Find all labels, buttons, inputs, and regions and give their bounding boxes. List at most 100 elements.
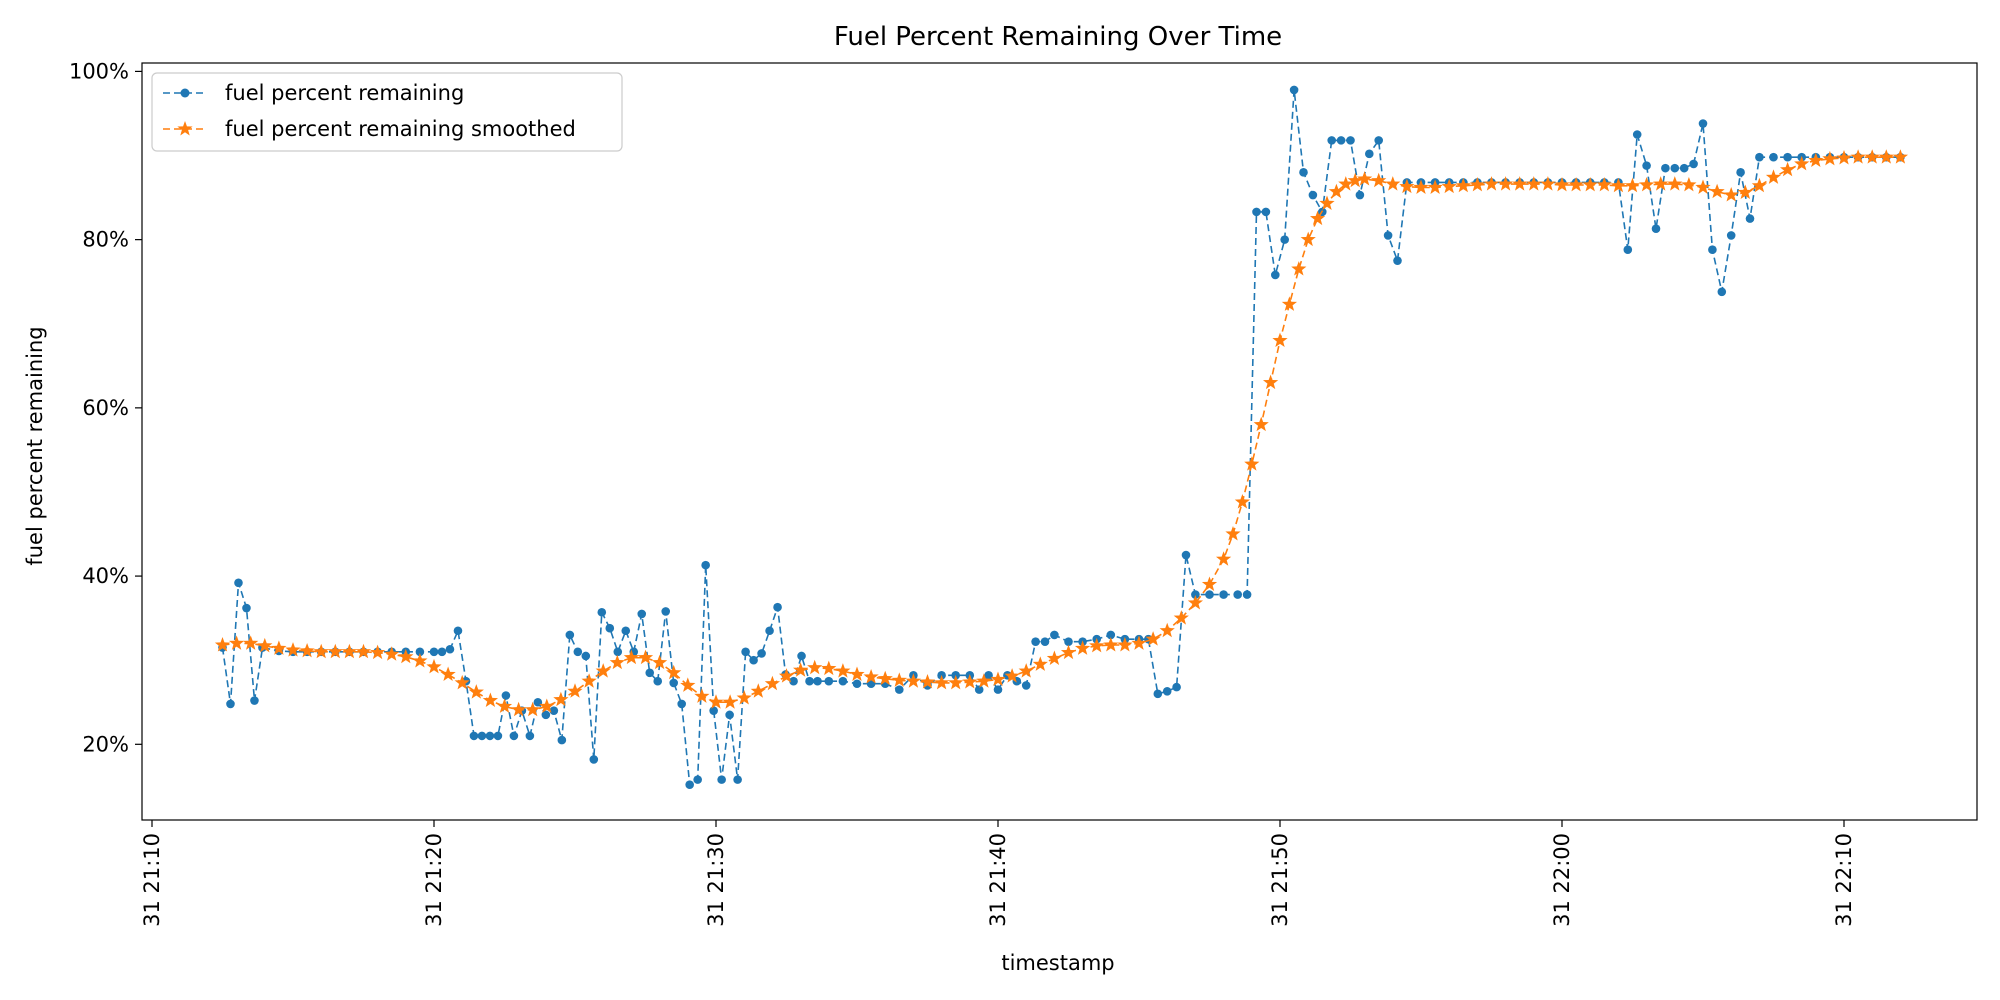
data-point <box>974 685 984 694</box>
data-point <box>1004 668 1020 683</box>
data-point <box>1032 656 1048 671</box>
data-point <box>852 679 862 689</box>
data-point <box>384 646 400 661</box>
data-point <box>984 671 993 680</box>
data-point <box>1046 650 1063 665</box>
data-point <box>234 578 243 588</box>
data-point <box>1723 187 1739 202</box>
data-point <box>493 731 503 741</box>
data-point <box>313 643 329 659</box>
data-point <box>1021 681 1031 690</box>
data-point <box>764 675 781 691</box>
data-point <box>214 637 231 652</box>
data-point <box>1365 149 1374 159</box>
data-point <box>1327 136 1336 145</box>
data-point <box>437 647 447 657</box>
series-line-smoothed <box>222 156 1901 711</box>
data-point <box>1765 169 1782 184</box>
data-point <box>993 685 1003 694</box>
legend-label-raw: fuel percent remaining <box>225 81 464 105</box>
data-point <box>1242 590 1252 599</box>
data-point <box>708 694 724 709</box>
data-point <box>557 735 567 745</box>
data-point <box>581 651 591 661</box>
data-point <box>733 775 742 784</box>
data-point <box>581 673 597 688</box>
data-point <box>1060 644 1077 660</box>
data-point <box>539 698 555 713</box>
data-point <box>765 626 774 636</box>
x-tick-label: 31 21:10 <box>140 833 164 927</box>
data-point <box>1244 456 1260 471</box>
data-point <box>1262 374 1279 390</box>
data-point <box>1737 184 1753 199</box>
data-point <box>778 668 795 683</box>
data-point <box>453 626 463 636</box>
data-point <box>1162 687 1172 696</box>
data-point <box>1653 176 1669 191</box>
data-point <box>1181 550 1191 560</box>
data-point <box>1153 689 1163 699</box>
data-point <box>1308 190 1318 200</box>
data-point <box>1356 171 1373 186</box>
data-point <box>1745 214 1755 223</box>
data-point <box>510 701 527 717</box>
data-point <box>496 698 513 713</box>
data-point <box>1089 637 1105 653</box>
data-point <box>1309 210 1326 226</box>
plot-frame <box>141 62 1978 821</box>
chart-title: Fuel Percent Remaining Over Time <box>834 22 1282 52</box>
data-point <box>1709 183 1725 199</box>
plot-area <box>141 62 1978 821</box>
data-point <box>661 607 671 616</box>
data-point <box>1064 637 1073 646</box>
data-point <box>645 668 655 678</box>
data-point <box>1187 594 1204 610</box>
x-tick-label: 31 21:50 <box>1268 833 1292 927</box>
data-point <box>429 647 439 657</box>
x-tick-label: 31 21:40 <box>986 833 1010 927</box>
data-point <box>962 674 978 689</box>
x-tick-label: 31 21:20 <box>422 833 446 927</box>
y-tick-label: 100% <box>69 59 129 83</box>
data-point <box>1512 176 1528 191</box>
data-point <box>415 647 425 657</box>
x-tick-label: 31 22:10 <box>1832 833 1856 927</box>
data-point <box>1173 610 1189 625</box>
data-point <box>694 688 710 703</box>
data-point <box>613 647 623 657</box>
data-point <box>595 663 611 678</box>
data-point <box>1554 176 1570 192</box>
data-point <box>1717 287 1727 297</box>
data-point <box>1399 178 1415 194</box>
data-point <box>1708 245 1717 255</box>
data-point <box>1698 119 1708 128</box>
data-point <box>1374 136 1383 145</box>
data-point <box>773 602 782 612</box>
data-point <box>440 666 456 681</box>
data-point <box>1864 149 1880 164</box>
data-point <box>895 685 904 694</box>
data-point <box>525 701 541 717</box>
data-point <box>693 775 702 784</box>
data-point <box>835 663 851 678</box>
data-point <box>821 660 837 676</box>
data-point <box>398 648 414 664</box>
data-point <box>1670 163 1680 173</box>
data-point <box>565 630 575 640</box>
data-point <box>1106 630 1116 640</box>
data-point <box>567 683 583 698</box>
data-point <box>1661 163 1670 173</box>
data-point <box>669 678 678 688</box>
data-point <box>1779 161 1796 177</box>
data-point <box>250 696 259 705</box>
data-point <box>355 643 372 659</box>
data-point <box>813 676 822 686</box>
data-point <box>1205 590 1214 599</box>
data-point <box>680 677 696 692</box>
data-point <box>1191 590 1200 599</box>
data-point <box>549 706 559 715</box>
data-point <box>807 659 823 675</box>
x-axis-label: timestamp <box>1001 951 1114 975</box>
